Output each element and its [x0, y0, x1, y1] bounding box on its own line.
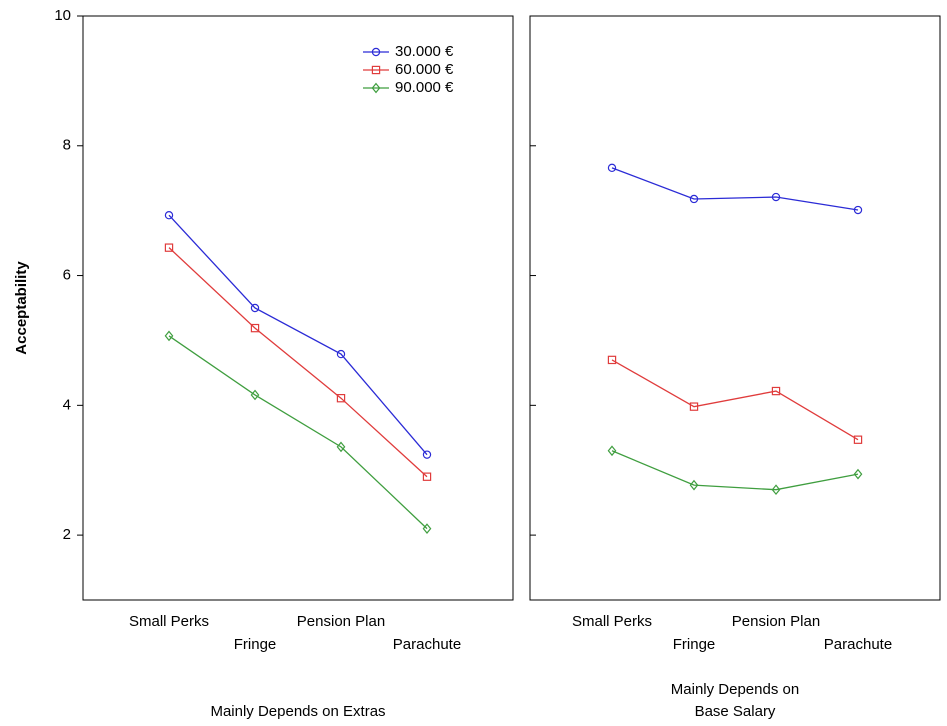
point-marker [336, 441, 346, 453]
series-line [168, 247, 428, 478]
point-marker [422, 523, 432, 534]
point-marker [689, 479, 699, 491]
point-marker [250, 389, 260, 401]
point-marker [607, 163, 617, 173]
point-marker [336, 349, 346, 359]
point-marker [250, 303, 260, 313]
x-axis-label: Mainly Depends on Extras [210, 703, 385, 720]
x-tick-label: Fringe [673, 636, 716, 653]
point-marker [689, 402, 699, 411]
point-marker [607, 445, 617, 457]
x-tick-label: Small Perks [572, 613, 652, 630]
y-tick-label: 8 [63, 137, 71, 154]
x-tick-label: Parachute [393, 636, 461, 653]
series-line [611, 450, 859, 491]
point-marker [336, 393, 346, 403]
point-marker [771, 484, 781, 496]
series-line [168, 214, 428, 456]
point-marker [371, 47, 381, 57]
legend-label: 30.000 € [395, 43, 454, 60]
y-tick-label: 6 [63, 267, 71, 284]
point-marker [771, 386, 781, 396]
y-tick-label: 2 [63, 526, 71, 543]
x-axis-label: Mainly Depends on [671, 681, 799, 698]
y-tick-label: 10 [54, 7, 71, 24]
point-marker [771, 192, 781, 202]
x-tick-label: Small Perks [129, 613, 209, 630]
y-tick-label: 4 [63, 396, 71, 413]
x-tick-label: Pension Plan [732, 613, 820, 630]
point-marker [422, 450, 432, 459]
point-marker [853, 205, 863, 215]
plot-frame [82, 15, 514, 601]
plot-frame [529, 15, 941, 601]
point-marker [371, 82, 381, 94]
point-marker [689, 194, 699, 204]
point-marker [250, 323, 260, 333]
series-line [168, 335, 428, 530]
x-axis-label: Base Salary [695, 703, 776, 720]
point-marker [853, 435, 863, 444]
point-marker [853, 468, 863, 480]
point-marker [371, 65, 381, 75]
point-marker [607, 355, 617, 365]
x-tick-label: Fringe [234, 636, 277, 653]
x-tick-label: Pension Plan [297, 613, 385, 630]
y-axis-label: Acceptability [13, 261, 30, 355]
legend-label: 60.000 € [395, 61, 454, 78]
series-line [611, 359, 859, 441]
point-marker [422, 472, 432, 481]
point-marker [164, 211, 174, 220]
point-marker [164, 330, 174, 342]
legend-label: 90.000 € [395, 79, 454, 96]
x-tick-label: Parachute [824, 636, 892, 653]
point-marker [164, 243, 174, 252]
series-line [611, 167, 859, 211]
